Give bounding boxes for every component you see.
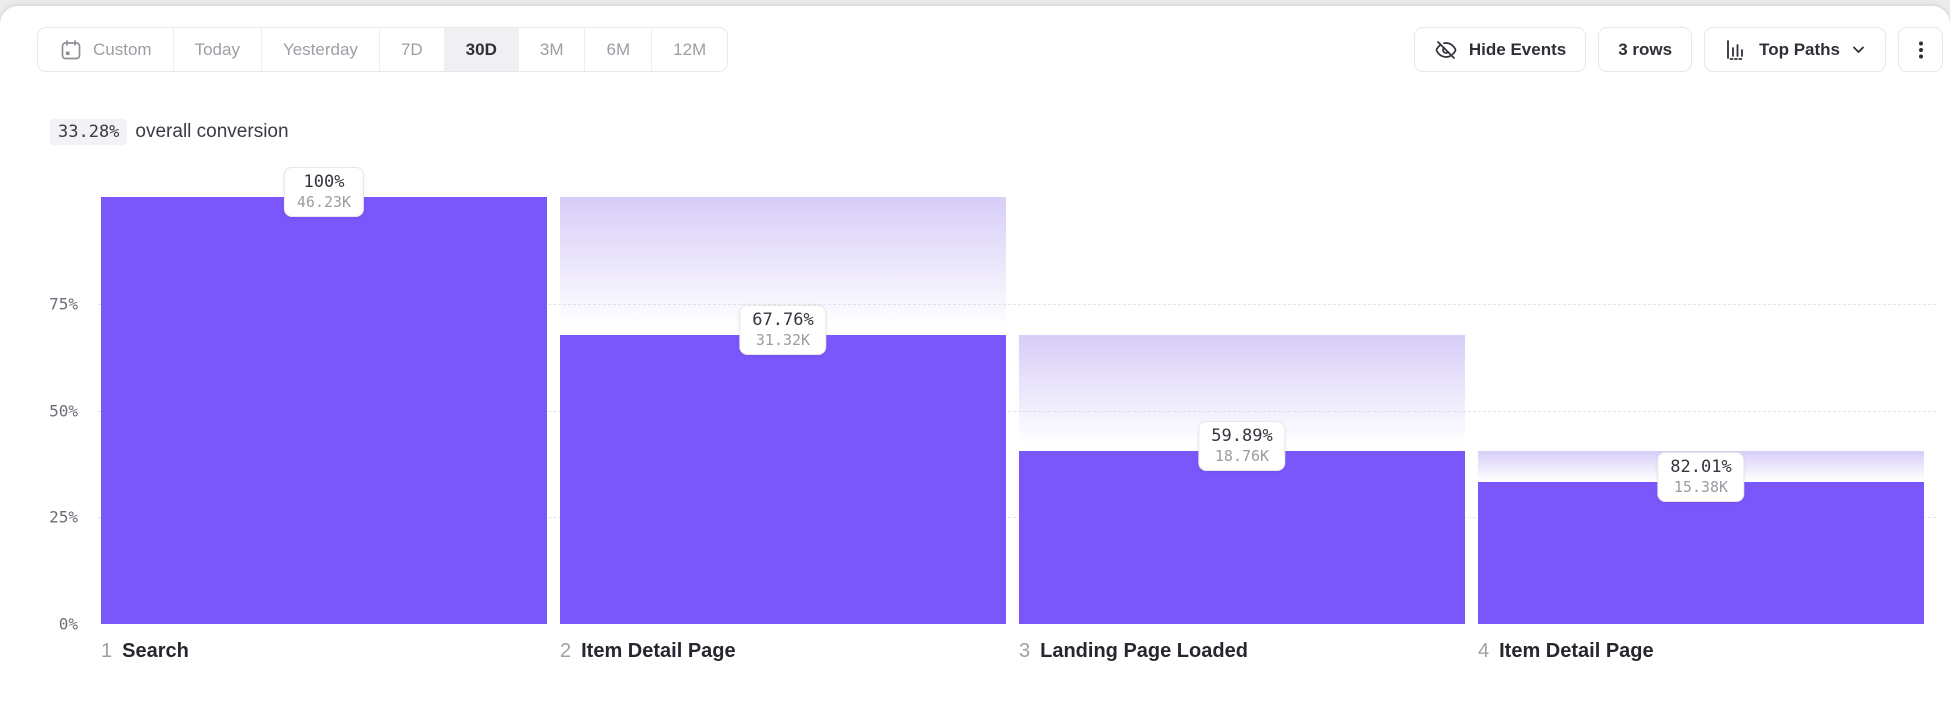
hide-events-button[interactable]: Hide Events [1413,27,1587,72]
date-range-7d[interactable]: 7D [379,28,445,71]
step-conversion-value: 82.01% [1670,456,1732,477]
value-tooltip: 82.01% 15.38K [1657,451,1745,502]
hide-events-label: Hide Events [1468,39,1567,59]
converted-segment[interactable] [560,334,1006,624]
report-card: Custom Today Yesterday 7D 30D 3M 6M 12M Hide Ev… [0,6,1950,706]
funnel-step-1: 100% 46.23K [101,167,547,624]
date-range-label: 6M [606,39,631,59]
step-count-value: 31.32K [755,330,811,349]
date-range-label: Custom [93,39,152,59]
y-axis-label-0: 0% [58,614,78,634]
step-count-value: 18.76K [1214,446,1270,465]
toolbar-actions: Hide Events 3 rows Top Paths [1413,27,1943,72]
overall-conversion-value: 33.28% [50,119,128,145]
step-label-1: 1 Search [101,640,547,663]
step-number: 2 [560,640,572,662]
chevron-down-icon [1851,42,1866,57]
funnel-step-2: 67.76% 31.32K [560,197,1006,624]
converted-segment[interactable] [1478,481,1924,624]
view-mode-dropdown[interactable]: Top Paths [1704,27,1886,72]
step-name: Item Detail Page [581,640,736,662]
date-range-label: 7D [400,39,423,59]
value-tooltip: 59.89% 18.76K [1198,420,1286,471]
kebab-menu-icon [1909,38,1933,62]
value-tooltip: 100% 46.23K [283,167,365,217]
step-number: 4 [1478,640,1490,662]
value-tooltip: 67.76% 31.32K [739,304,827,355]
date-range-6m[interactable]: 6M [585,28,653,71]
date-range-3m[interactable]: 3M [518,28,586,71]
view-mode-label: Top Paths [1759,39,1840,59]
y-axis-label-25: 25% [49,507,78,527]
date-range-label: Yesterday [282,39,358,59]
toolbar: Custom Today Yesterday 7D 30D 3M 6M 12M Hide Ev… [0,6,1950,72]
rows-button[interactable]: 3 rows [1598,27,1693,72]
date-range-label: 12M [673,39,707,59]
step-name: Landing Page Loaded [1040,640,1248,662]
more-options-button[interactable] [1898,27,1943,72]
rows-label: 3 rows [1618,39,1673,59]
funnel-chart: 75% 50% 25% 0% 100% 46.23K 67.76% 31.32K 59.89%… [0,167,1950,634]
funnel-step-3: 59.89% 18.76K [1019,197,1465,624]
overall-conversion-text: overall conversion [135,121,289,142]
date-range-custom[interactable]: Custom [38,28,174,71]
overall-conversion: 33.28% overall conversion [50,119,1950,145]
date-range-control: Custom Today Yesterday 7D 30D 3M 6M 12M [37,27,729,72]
date-range-30d[interactable]: 30D [444,28,519,71]
converted-segment[interactable] [1019,450,1465,624]
gridline-75 [98,303,1936,305]
y-axis-label-75: 75% [49,294,78,314]
funnel-step-labels: 1 Search 2 Item Detail Page 3 Landing Page Lo… [101,640,1924,663]
step-label-2: 2 Item Detail Page [560,640,1006,663]
step-label-3: 3 Landing Page Loaded [1019,640,1465,663]
step-conversion-value: 100% [303,172,345,192]
gridline-50 [98,410,1936,412]
date-range-label: 3M [539,39,564,59]
gridline-25 [98,517,1936,519]
step-number: 3 [1019,640,1031,662]
step-name: Search [122,640,189,662]
date-range-yesterday[interactable]: Yesterday [261,28,380,71]
funnel-bars: 100% 46.23K 67.76% 31.32K 59.89% 18.76K 82.01%… [101,167,1924,624]
step-number: 1 [101,640,113,662]
converted-segment[interactable] [101,197,547,624]
y-axis-label-50: 50% [49,401,78,420]
calendar-icon [59,38,83,62]
step-conversion-value: 67.76% [752,309,814,330]
step-count-value: 46.23K [296,193,352,211]
step-count-value: 15.38K [1673,477,1729,496]
bar-chart-icon [1724,38,1748,62]
eye-off-icon [1434,38,1458,62]
step-label-4: 4 Item Detail Page [1478,640,1924,663]
step-name: Item Detail Page [1499,640,1654,662]
date-range-label: Today [194,39,240,59]
funnel-step-4: 82.01% 15.38K [1478,197,1924,624]
date-range-today[interactable]: Today [173,28,262,71]
step-conversion-value: 59.89% [1211,425,1273,446]
date-range-label: 30D [465,39,497,59]
date-range-12m[interactable]: 12M [652,28,728,71]
